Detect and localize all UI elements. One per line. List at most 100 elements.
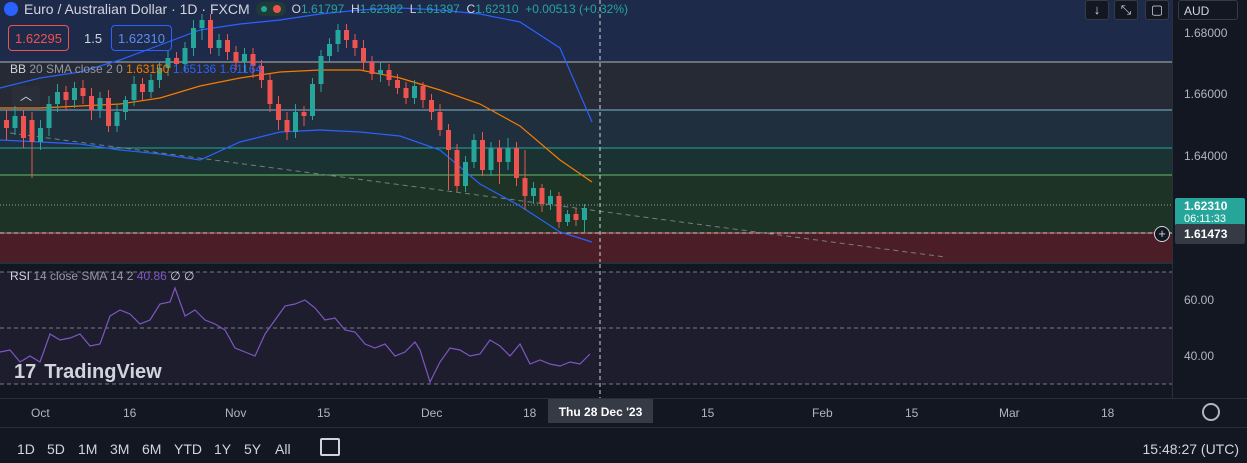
candle-body — [429, 100, 434, 112]
candle-body — [29, 120, 35, 142]
screenshot-button[interactable]: ▢ — [1145, 0, 1169, 20]
price-pane[interactable]: Euro / Australian Dollar · 1D · FXCM O1.… — [0, 0, 1172, 262]
time-label-15c: 15 — [905, 406, 919, 420]
candle-body — [284, 120, 290, 132]
spread-value: 1.5 — [84, 31, 103, 46]
candle-body — [140, 84, 145, 92]
rsi-legend[interactable]: RSI 14 close SMA 14 2 40.86 ∅ ∅ — [10, 269, 194, 283]
screenshot-icon: ▢ — [1150, 2, 1164, 17]
rsi-extra-1: ∅ — [170, 269, 181, 283]
current-price-tag: 1.62310 06:11:33 — [1175, 198, 1245, 226]
currency-selector[interactable]: AUD — [1178, 0, 1238, 20]
candle-body — [369, 62, 375, 74]
range-3m[interactable]: 3M — [110, 441, 130, 457]
range-6m[interactable]: 6M — [142, 441, 162, 457]
candle-body — [123, 100, 128, 112]
candle-body — [165, 58, 171, 68]
candle-body — [191, 28, 196, 48]
candle-body — [21, 116, 26, 138]
candle-body — [352, 40, 358, 48]
utc-clock[interactable]: 15:48:27 (UTC) — [1142, 441, 1239, 457]
tradingview-logo-icon: 17 — [14, 361, 37, 383]
bb-params: 20 SMA close 2 0 — [29, 62, 123, 76]
range-5d[interactable]: 5D — [47, 441, 65, 457]
candle-body — [488, 148, 494, 170]
candle-body — [531, 188, 536, 196]
candle-body — [582, 208, 587, 220]
calendar-range-icon[interactable] — [320, 438, 340, 456]
candles-group — [4, 14, 587, 232]
symbol-logo-icon — [4, 2, 18, 16]
candle-body — [148, 80, 154, 92]
market-status-icon — [255, 2, 286, 16]
time-label-18b: 18 — [1101, 406, 1115, 420]
chevron-up-icon: ︿ — [19, 89, 32, 103]
candle-body — [573, 214, 579, 220]
sell-button[interactable]: 1.62295 — [8, 25, 69, 51]
rsi-name: RSI — [10, 269, 31, 283]
price-axis[interactable]: AUD 1.68000 1.66000 1.64000 1.62310 06:1… — [1172, 0, 1247, 398]
crosshair-plus-icon[interactable]: + — [1154, 226, 1170, 242]
candle-body — [437, 112, 443, 130]
range-1d[interactable]: 1D — [17, 441, 35, 457]
pane-separator[interactable] — [0, 262, 1247, 264]
candle-body — [276, 104, 281, 120]
rsi-label-60: 60.00 — [1184, 293, 1215, 307]
candle-body — [318, 56, 324, 84]
rsi-pane[interactable]: RSI 14 close SMA 14 2 40.86 ∅ ∅ — [0, 264, 1172, 398]
candle-body — [335, 30, 341, 44]
candle-body — [38, 128, 43, 142]
candle-body — [420, 86, 426, 100]
range-1y[interactable]: 1Y — [214, 441, 232, 457]
tradingview-watermark: 17 TradingView — [14, 361, 162, 384]
candle-body — [242, 54, 247, 62]
range-ytd[interactable]: YTD — [174, 441, 202, 457]
watermark-text: TradingView — [44, 361, 162, 383]
price-label-2: 1.66000 — [1184, 87, 1228, 101]
bb-upper-line — [0, 7, 593, 123]
candle-body — [4, 120, 9, 128]
collapse-icon: ⤡ — [1120, 2, 1132, 17]
price-label-1: 1.68000 — [1184, 26, 1228, 40]
candle-body — [216, 40, 222, 48]
bb-lower-value: 1.61164 — [219, 62, 263, 76]
bb-legend[interactable]: BB 20 SMA close 2 0 1.63150 1.65136 1.61… — [10, 62, 262, 76]
range-5y[interactable]: 5Y — [244, 441, 262, 457]
current-price-value: 1.62310 — [1184, 199, 1228, 213]
chart-area[interactable]: Euro / Australian Dollar · 1D · FXCM O1.… — [0, 0, 1172, 398]
candle-body — [497, 148, 502, 162]
collapse-legend-button[interactable]: ︿ — [12, 86, 40, 106]
candle-body — [46, 104, 52, 128]
candle-body — [182, 48, 188, 64]
candle-body — [395, 80, 400, 88]
symbol-legend[interactable]: Euro / Australian Dollar · 1D · FXCM O1.… — [4, 0, 628, 18]
buy-button[interactable]: 1.62310 — [111, 25, 172, 51]
bb-lower-line — [0, 129, 593, 243]
collapse-button[interactable]: ⤡ — [1114, 0, 1138, 20]
time-label-mar: Mar — [999, 406, 1020, 420]
scroll-down-button[interactable]: ↓ — [1085, 0, 1109, 20]
candle-body — [446, 130, 451, 150]
candle-body — [72, 88, 77, 100]
settings-icon[interactable] — [1202, 403, 1220, 421]
time-axis[interactable]: Oct 16 Nov 15 Dec 18 15 Feb 15 Mar 18 Th… — [0, 398, 1247, 426]
price-label-3: 1.64000 — [1184, 149, 1228, 163]
candle-body — [327, 44, 332, 56]
rsi-chart-svg[interactable] — [0, 264, 1172, 398]
crosshair-price-tag: 1.61473 — [1175, 224, 1245, 244]
trend-line — [9, 132, 946, 258]
candle-body — [174, 58, 179, 64]
candle-body — [293, 112, 298, 132]
candle-body — [106, 98, 111, 126]
candle-body — [89, 96, 94, 110]
candle-body — [310, 84, 315, 116]
range-1m[interactable]: 1M — [78, 441, 98, 457]
bb-name: BB — [10, 62, 27, 76]
time-label-dec: Dec — [421, 406, 443, 420]
rsi-value: 40.86 — [136, 269, 167, 283]
symbol-title[interactable]: Euro / Australian Dollar · 1D · FXCM — [24, 1, 250, 17]
candle-body — [259, 66, 264, 80]
range-all[interactable]: All — [275, 441, 291, 457]
ohlc-values: O1.61797 H1.62382 L1.61397 C1.62310 +0.0… — [291, 2, 628, 16]
price-chart-svg[interactable] — [0, 0, 1172, 262]
